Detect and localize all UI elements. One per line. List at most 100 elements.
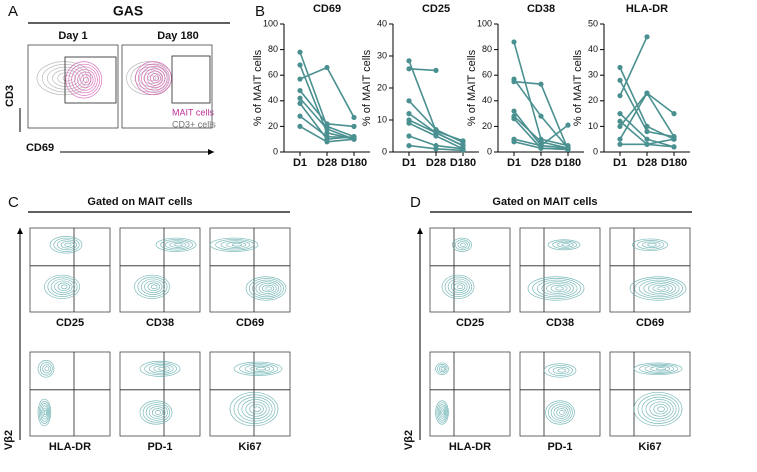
x-tick-label: D180 bbox=[341, 157, 367, 169]
contour bbox=[452, 237, 472, 252]
contour bbox=[447, 278, 470, 295]
marker-label: CD69 bbox=[636, 317, 664, 329]
data-point bbox=[297, 49, 303, 55]
chart-title: CD25 bbox=[422, 3, 450, 15]
contour bbox=[64, 242, 72, 247]
contour bbox=[209, 237, 259, 252]
contour bbox=[634, 278, 683, 299]
contour bbox=[229, 391, 279, 427]
marker-label: CD25 bbox=[456, 317, 484, 329]
y-tick-label: 0 bbox=[487, 146, 492, 156]
contour bbox=[441, 410, 445, 415]
x-tick-label: D180 bbox=[450, 157, 476, 169]
contour bbox=[632, 238, 668, 252]
chart-title: CD38 bbox=[527, 3, 555, 15]
contour bbox=[241, 399, 270, 420]
data-point bbox=[406, 111, 412, 117]
x-tick-label: D180 bbox=[555, 157, 581, 169]
contour bbox=[143, 72, 160, 85]
data-point bbox=[351, 136, 357, 142]
contour bbox=[164, 240, 190, 250]
marker-label: PD-1 bbox=[547, 441, 572, 453]
contour bbox=[158, 366, 167, 371]
data-point bbox=[617, 64, 623, 71]
contour bbox=[54, 280, 73, 294]
panel-title: Gated on MAIT cells bbox=[87, 196, 192, 208]
flow-plot bbox=[119, 351, 201, 437]
contour bbox=[68, 63, 100, 96]
data-point bbox=[297, 87, 303, 94]
contour bbox=[141, 65, 168, 91]
contour bbox=[49, 236, 83, 254]
flow-plot bbox=[121, 44, 213, 129]
x-tick-label: D1 bbox=[507, 157, 521, 169]
contour bbox=[255, 281, 280, 296]
contour bbox=[253, 406, 261, 412]
y-tick-label: 40 bbox=[482, 95, 492, 105]
contour bbox=[647, 242, 657, 247]
contour bbox=[62, 75, 73, 82]
contour bbox=[258, 283, 277, 294]
y-tick-label: 10 bbox=[377, 114, 387, 124]
x-tick-label: D28 bbox=[317, 157, 337, 169]
y-axis-label: % of MAIT cells bbox=[252, 49, 264, 126]
contour bbox=[139, 360, 181, 377]
contour bbox=[460, 242, 466, 247]
contour bbox=[80, 74, 92, 86]
marker-label: HLA-DR bbox=[49, 441, 91, 453]
contour bbox=[557, 368, 567, 373]
contour bbox=[245, 401, 267, 417]
contour bbox=[44, 274, 80, 299]
day-label: Day 1 bbox=[58, 30, 87, 42]
x-tick-label: D180 bbox=[661, 157, 687, 169]
legend-entry: MAIT cells bbox=[172, 107, 214, 117]
flow-plot bbox=[29, 227, 111, 313]
marker-label: CD69 bbox=[236, 317, 264, 329]
flow-plot bbox=[519, 351, 601, 437]
data-point bbox=[324, 121, 330, 127]
chart-title: HLA-DR bbox=[626, 3, 668, 15]
contour bbox=[148, 406, 166, 419]
contour bbox=[144, 280, 163, 294]
contour bbox=[454, 239, 470, 251]
contour bbox=[134, 274, 170, 299]
contour bbox=[148, 363, 174, 374]
contour bbox=[250, 365, 271, 372]
contour bbox=[456, 284, 464, 290]
marker-label: Ki67 bbox=[238, 441, 261, 453]
contour bbox=[438, 406, 447, 419]
panel-title: Gated on MAIT cells bbox=[492, 196, 597, 208]
y-tick-label: 0 bbox=[593, 146, 598, 156]
contour bbox=[249, 403, 264, 415]
contour bbox=[140, 278, 165, 295]
marker-label: HLA-DR bbox=[449, 441, 491, 453]
contour bbox=[220, 240, 251, 250]
contour bbox=[245, 276, 287, 301]
contour bbox=[550, 284, 568, 293]
marker-label: Ki67 bbox=[638, 441, 661, 453]
contour bbox=[650, 366, 671, 372]
contour bbox=[457, 241, 468, 249]
contour bbox=[541, 281, 575, 296]
contour bbox=[137, 276, 168, 297]
y-tick-label: 100 bbox=[477, 18, 492, 28]
marker-label: CD38 bbox=[546, 317, 574, 329]
y-tick-label: 20 bbox=[482, 121, 492, 131]
data-point bbox=[297, 76, 303, 82]
y-tick-label: 60 bbox=[482, 70, 492, 80]
contour bbox=[145, 404, 168, 421]
data-point bbox=[617, 141, 623, 147]
y-tick-label: 100 bbox=[263, 18, 278, 28]
flow-plot bbox=[27, 44, 119, 129]
contour bbox=[147, 282, 160, 292]
contour bbox=[550, 404, 571, 421]
data-point bbox=[511, 79, 517, 85]
contour bbox=[154, 410, 162, 415]
data-point bbox=[644, 34, 650, 40]
contour bbox=[160, 239, 193, 251]
contour bbox=[150, 284, 158, 290]
contour bbox=[444, 276, 473, 297]
contour bbox=[139, 400, 173, 425]
contour bbox=[139, 69, 163, 87]
